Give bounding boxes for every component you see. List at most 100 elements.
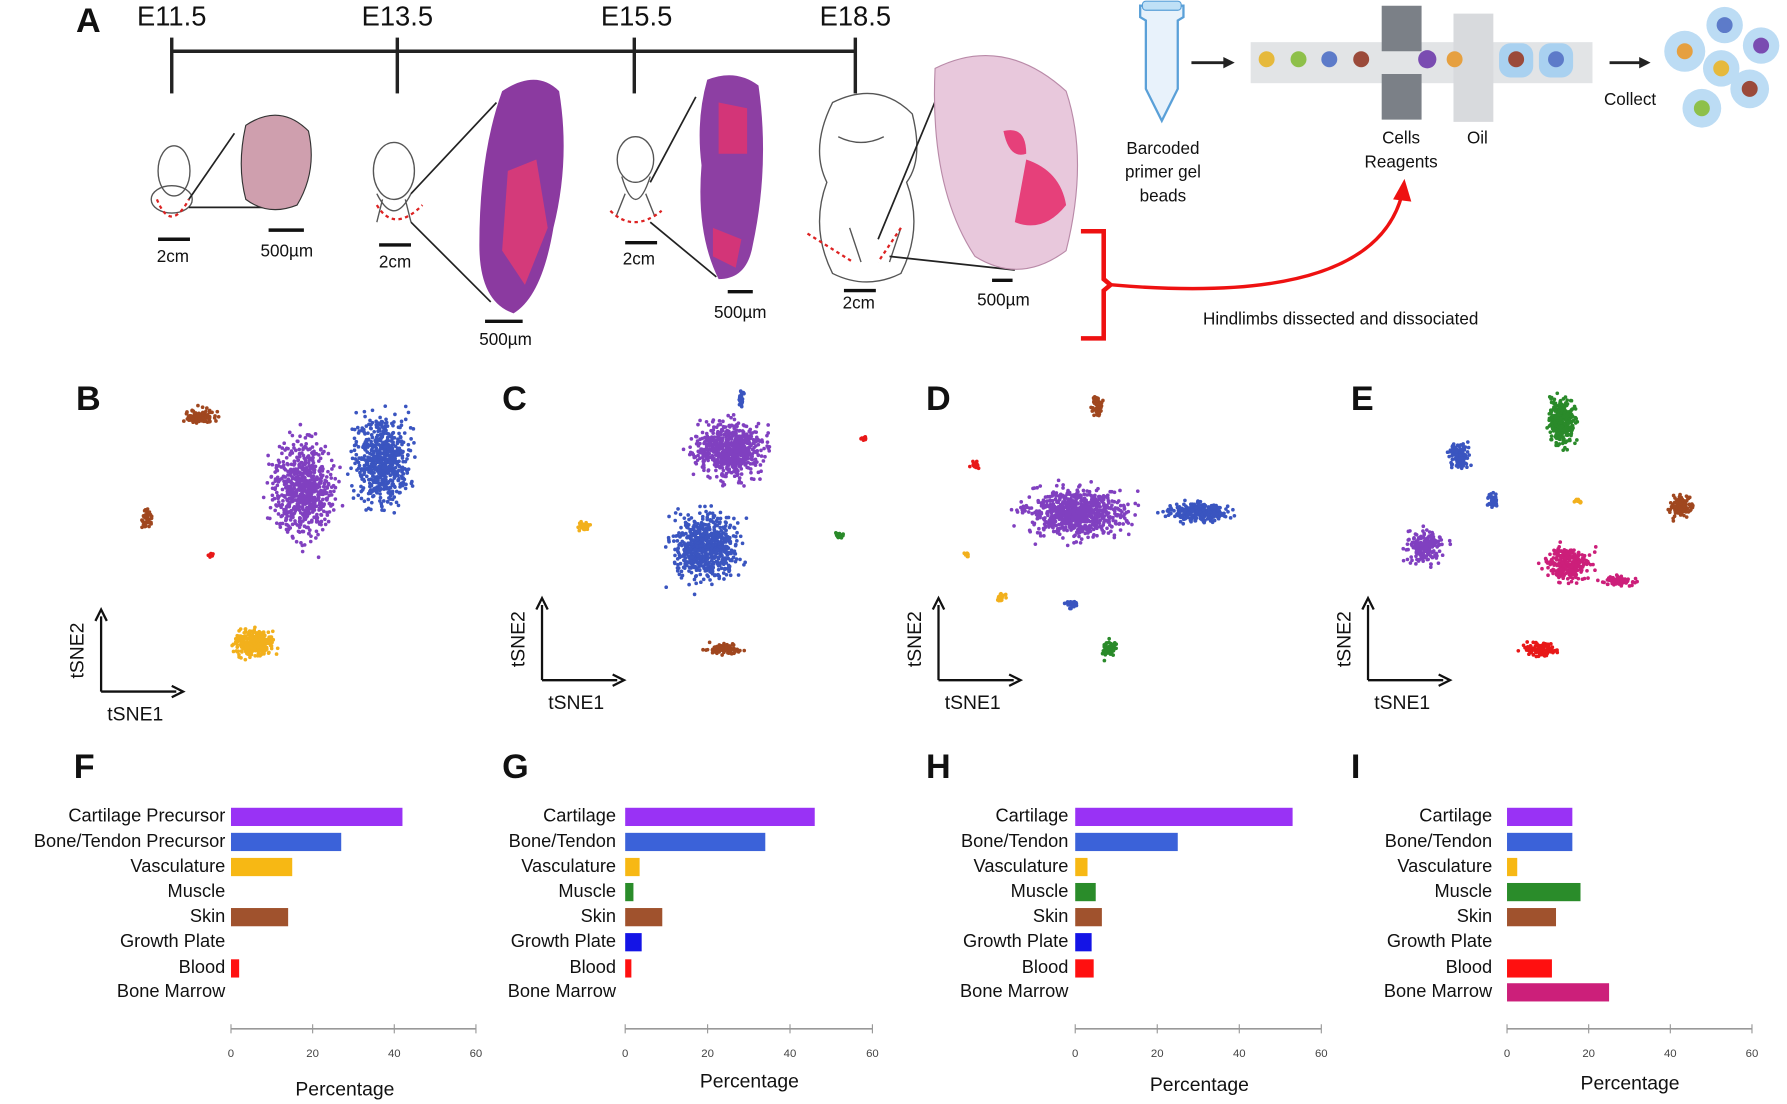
tsne-point [276, 469, 280, 473]
tsne-point [1552, 405, 1556, 409]
tsne-point [321, 469, 325, 473]
tsne-point [679, 526, 683, 530]
tsne-point [374, 459, 378, 463]
tsne-point [578, 523, 582, 527]
tsne-point [332, 489, 336, 493]
tsne-point [349, 450, 353, 454]
tsne-point [378, 444, 382, 448]
tsne-point [251, 633, 255, 637]
tsne-point [275, 521, 279, 525]
tsne-point [185, 410, 189, 414]
tsne-point [741, 542, 745, 546]
tsne-point [363, 410, 367, 414]
tsne-point [282, 441, 286, 445]
tsne-point [354, 453, 358, 457]
tsne-point [304, 490, 308, 494]
tsne-point [397, 432, 401, 436]
tsne-point [1565, 412, 1569, 416]
tsne-point [727, 567, 731, 571]
tsne-point [391, 431, 395, 435]
tsne-point [366, 431, 370, 435]
tsne-point [369, 471, 373, 475]
tsne-point [721, 473, 725, 477]
tsne-point [703, 448, 707, 452]
tsne-point [707, 468, 711, 472]
tsne-point [718, 438, 722, 442]
tsne-point [707, 452, 711, 456]
tsne-point [752, 441, 756, 445]
tsne-point [729, 524, 733, 528]
tsne-point [1125, 520, 1129, 524]
tsne-point [1122, 514, 1126, 518]
tsne-point [1233, 514, 1237, 518]
tsne-point [379, 502, 383, 506]
tsne-point [739, 390, 743, 394]
tsne-point [733, 474, 737, 478]
tsne-point [307, 532, 311, 536]
tsne-point [396, 446, 400, 450]
tsne-point [1096, 521, 1100, 525]
tsne-point [287, 480, 291, 484]
tsne-point [745, 516, 749, 520]
tsne-point [383, 445, 387, 449]
tsne-point [1067, 504, 1071, 508]
tsne-point [690, 451, 694, 455]
tsne-point [1097, 405, 1101, 409]
tsne-point [210, 552, 214, 556]
tsne-point [724, 558, 728, 562]
tsne-point [1055, 530, 1059, 534]
tsne-point [693, 593, 697, 597]
tsne-point [718, 526, 722, 530]
tsne-point [1117, 508, 1121, 512]
tsne-point [253, 647, 257, 651]
tsne-point [1102, 498, 1106, 502]
tsne-point [1090, 409, 1094, 413]
tsne-point [1083, 511, 1087, 515]
tsne-point [355, 468, 359, 472]
tsne-point [244, 627, 248, 631]
tsne-point [673, 561, 677, 565]
tsne-point [269, 638, 273, 642]
tsne-point [310, 493, 314, 497]
tsne-point [296, 440, 300, 444]
tsne-point [1559, 399, 1563, 403]
tsne-point [1101, 516, 1105, 520]
tsne-point [682, 533, 686, 537]
tsne-point [696, 423, 700, 427]
tsne-point [1030, 512, 1034, 516]
tsne-point [734, 462, 738, 466]
scale-label: 500µm [479, 330, 532, 349]
tsne-point [697, 526, 701, 530]
tsne-point [1093, 513, 1097, 517]
tsne-point [370, 449, 374, 453]
tsne-point [282, 467, 286, 471]
tsne-point [1189, 505, 1193, 509]
tsne-point [757, 471, 761, 475]
tsne-point [739, 481, 743, 485]
tsne-x-label: tSNE1 [548, 692, 604, 714]
tsne-point [1564, 395, 1568, 399]
tsne-point [1089, 406, 1093, 410]
tsne-point [190, 417, 194, 421]
tsne-point [707, 523, 711, 527]
tsne-point [314, 465, 318, 469]
tsne-point [1038, 516, 1042, 520]
tsne-point [695, 537, 699, 541]
tsne-point [700, 538, 704, 542]
tsne-point [393, 413, 397, 417]
tsne-point [686, 513, 690, 517]
tsne-point [676, 549, 680, 553]
tsne-point [1097, 502, 1101, 506]
tsne-point [1094, 410, 1098, 414]
tsne-point [304, 458, 308, 462]
tsne-point [1204, 504, 1208, 508]
tsne-point [360, 477, 364, 481]
tsne-point [1554, 444, 1558, 448]
tsne-point [688, 445, 692, 449]
tsne-point [1095, 399, 1099, 403]
tsne-point [300, 461, 304, 465]
tsne-point [1034, 542, 1038, 546]
tsne-point [1553, 421, 1557, 425]
tsne-point [1109, 642, 1113, 646]
tsne-point [264, 639, 268, 643]
